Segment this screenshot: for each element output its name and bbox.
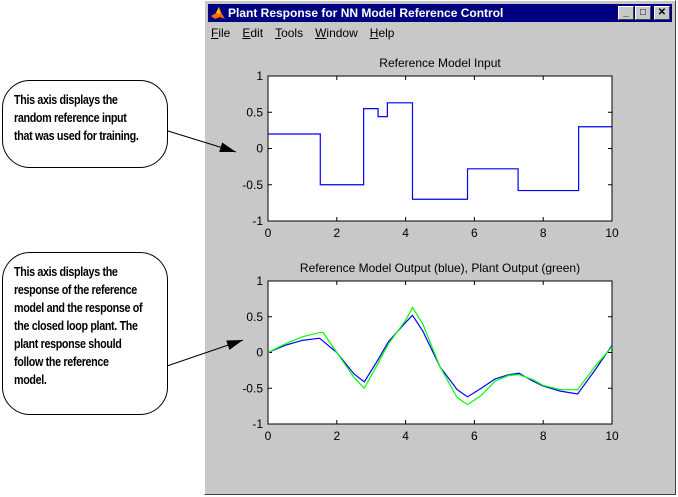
x-tick-label: 8 [540, 226, 547, 240]
menu-window[interactable]: Window [315, 26, 358, 40]
callout-line: that was used for training. [14, 129, 139, 143]
callout-line: the closed loop plant. The [14, 319, 138, 333]
arrowhead-icon [226, 340, 243, 350]
x-tick-label: 0 [265, 429, 272, 443]
callout-reference-input: This axis displays the random reference i… [2, 80, 168, 168]
y-tick-label: -1 [252, 214, 263, 228]
callout-line: model. [14, 373, 47, 387]
title-bar[interactable]: Plant Response for NN Model Reference Co… [208, 4, 672, 22]
x-tick-label: 6 [471, 226, 478, 240]
maximize-button[interactable]: □ [635, 6, 651, 20]
close-button[interactable]: ✕ [654, 6, 670, 20]
series-line-blue [268, 102, 612, 200]
callout-line: plant response should [14, 337, 122, 351]
x-tick-label: 8 [540, 429, 547, 443]
callout-line: response of the reference [14, 283, 137, 297]
callout-line: follow the reference [14, 355, 109, 369]
chart-title: Reference Model Input [379, 56, 501, 70]
y-tick-label: -1 [252, 417, 263, 431]
chart-title: Reference Model Output (blue), Plant Out… [300, 261, 580, 275]
x-tick-label: 10 [605, 226, 619, 240]
menu-file[interactable]: File [211, 26, 231, 40]
x-tick-label: 4 [402, 429, 409, 443]
y-tick-label: -0.5 [242, 178, 263, 192]
matlab-logo-icon [210, 5, 226, 21]
minimize-button[interactable]: _ [618, 6, 634, 20]
menu-edit[interactable]: Edit [242, 26, 264, 40]
callout-line: This axis displays the [14, 265, 118, 279]
y-tick-label: -0.5 [242, 381, 263, 395]
y-tick-label: 0 [256, 346, 263, 360]
x-tick-label: 0 [265, 226, 272, 240]
x-tick-label: 2 [333, 226, 340, 240]
callout-model-output: This axis displays the response of the re… [2, 252, 168, 415]
x-tick-label: 10 [605, 429, 619, 443]
y-tick-label: 0.5 [246, 105, 263, 119]
callout-line: This axis displays the [14, 93, 118, 107]
x-tick-label: 6 [471, 429, 478, 443]
series-line-green [267, 306, 613, 406]
y-tick-label: 1 [256, 69, 263, 83]
menu-help[interactable]: Help [369, 26, 395, 40]
window-title: Plant Response for NN Model Reference Co… [228, 6, 504, 20]
menu-tools[interactable]: Tools [275, 26, 304, 40]
y-tick-label: 0.5 [246, 310, 263, 324]
window-controls: _ □ ✕ [617, 6, 670, 20]
y-tick-label: 1 [256, 274, 263, 288]
callout-line: model and the response of [14, 301, 143, 315]
y-tick-label: 0 [256, 142, 263, 156]
x-tick-label: 2 [333, 429, 340, 443]
axes-box [267, 280, 613, 425]
arrowhead-icon [219, 142, 236, 153]
x-tick-label: 4 [402, 226, 409, 240]
callout-line: random reference input [14, 111, 127, 125]
menu-bar: File Edit Tools Window Help [211, 25, 406, 41]
